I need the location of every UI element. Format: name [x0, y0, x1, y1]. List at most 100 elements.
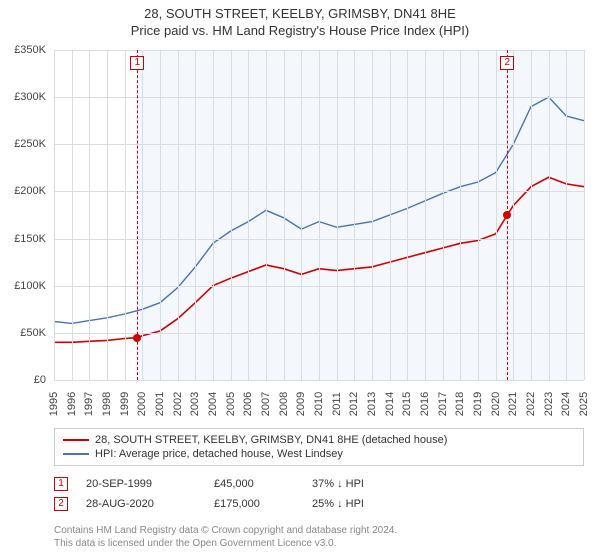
x-tick-label: 1995 [48, 392, 60, 416]
gridline-v [195, 50, 196, 380]
gridline-v [566, 50, 567, 380]
gridline-v [407, 50, 408, 380]
gridline-v [513, 50, 514, 380]
x-tick-label: 2001 [154, 392, 166, 416]
x-tick-label: 1999 [119, 392, 131, 416]
sale-row-marker: 2 [54, 497, 68, 511]
y-tick-label: £350K [14, 44, 46, 56]
gridline-v [89, 50, 90, 380]
x-tick-label: 2009 [295, 392, 307, 416]
gridline-v [72, 50, 73, 380]
sale-marker-line [137, 50, 138, 380]
legend: 28, SOUTH STREET, KEELBY, GRIMSBY, DN41 … [54, 428, 584, 466]
x-tick-label: 2018 [454, 392, 466, 416]
y-tick-label: £50K [20, 327, 46, 339]
x-tick-label: 2000 [136, 392, 148, 416]
x-axis-labels: 1995199619971998199920002001200220032004… [54, 382, 584, 422]
title-block: 28, SOUTH STREET, KEELBY, GRIMSBY, DN41 … [0, 0, 600, 48]
x-tick-label: 2016 [419, 392, 431, 416]
sale-marker-label: 1 [130, 56, 144, 70]
gridline-v [178, 50, 179, 380]
plot-area: 12 [54, 50, 584, 380]
x-tick-label: 2020 [490, 392, 502, 416]
x-tick-label: 2013 [366, 392, 378, 416]
gridline-v [142, 50, 143, 380]
gridline-v [443, 50, 444, 380]
gridline-v [160, 50, 161, 380]
gridline-v [248, 50, 249, 380]
legend-label: HPI: Average price, detached house, West… [95, 448, 343, 460]
gridline-h [54, 380, 584, 381]
gridline-v [460, 50, 461, 380]
sale-marker-dot [503, 211, 511, 219]
x-tick-label: 2014 [384, 392, 396, 416]
x-tick-label: 1996 [66, 392, 78, 416]
x-tick-label: 2007 [260, 392, 272, 416]
footer: Contains HM Land Registry data © Crown c… [54, 524, 584, 550]
x-tick-label: 2004 [207, 392, 219, 416]
x-tick-label: 2011 [331, 392, 343, 416]
gridline-v [478, 50, 479, 380]
sale-marker-dot [133, 334, 141, 342]
sale-pct-vs-hpi: 37% ↓ HPI [312, 478, 422, 490]
y-tick-label: £100K [14, 280, 46, 292]
chart-container: 28, SOUTH STREET, KEELBY, GRIMSBY, DN41 … [0, 0, 600, 560]
gridline-v [231, 50, 232, 380]
sale-row: 1 20-SEP-1999 £45,000 37% ↓ HPI [54, 474, 584, 494]
legend-swatch [63, 439, 89, 441]
sale-date: 20-SEP-1999 [86, 478, 196, 490]
title-sub: Price paid vs. HM Land Registry's House … [10, 23, 590, 40]
gridline-v [354, 50, 355, 380]
gridline-v [531, 50, 532, 380]
sale-price: £175,000 [214, 498, 294, 510]
legend-row: 28, SOUTH STREET, KEELBY, GRIMSBY, DN41 … [63, 433, 575, 447]
gridline-v [425, 50, 426, 380]
x-tick-label: 2015 [401, 392, 413, 416]
y-tick-label: £0 [34, 374, 46, 386]
y-tick-label: £150K [14, 233, 46, 245]
gridline-v [125, 50, 126, 380]
gridline-v [54, 50, 55, 380]
gridline-v [284, 50, 285, 380]
x-tick-label: 2023 [543, 392, 555, 416]
gridline-v [266, 50, 267, 380]
sale-marker-label: 2 [500, 56, 514, 70]
x-tick-label: 2024 [560, 392, 572, 416]
gridline-v [372, 50, 373, 380]
x-tick-label: 1998 [101, 392, 113, 416]
x-tick-label: 2025 [578, 392, 590, 416]
x-tick-label: 1997 [83, 392, 95, 416]
sale-date: 28-AUG-2020 [86, 498, 196, 510]
x-tick-label: 2002 [172, 392, 184, 416]
legend-label: 28, SOUTH STREET, KEELBY, GRIMSBY, DN41 … [95, 434, 447, 446]
footer-line-2: This data is licensed under the Open Gov… [54, 537, 584, 550]
gridline-v [496, 50, 497, 380]
legend-row: HPI: Average price, detached house, West… [63, 447, 575, 461]
y-tick-label: £200K [14, 185, 46, 197]
y-axis-labels: £0£50K£100K£150K£200K£250K£300K£350K [0, 50, 50, 380]
gridline-v [301, 50, 302, 380]
x-tick-label: 2021 [507, 392, 519, 416]
x-tick-label: 2017 [437, 392, 449, 416]
x-tick-label: 2012 [348, 392, 360, 416]
sale-row: 228-AUG-2020£175,00025% ↓ HPI [54, 494, 584, 514]
gridline-v [584, 50, 585, 380]
gridline-v [107, 50, 108, 380]
gridline-v [337, 50, 338, 380]
sales-table: 1 20-SEP-1999 £45,000 37% ↓ HPI 2 28-AUG-2020… [54, 474, 584, 514]
x-tick-label: 2022 [525, 392, 537, 416]
x-tick-label: 2006 [242, 392, 254, 416]
x-tick-label: 2019 [472, 392, 484, 416]
gridline-v [319, 50, 320, 380]
title-main: 28, SOUTH STREET, KEELBY, GRIMSBY, DN41 … [10, 6, 590, 23]
x-tick-label: 2005 [225, 392, 237, 416]
gridline-v [213, 50, 214, 380]
sale-price: £45,000 [214, 478, 294, 490]
x-tick-label: 2010 [313, 392, 325, 416]
y-tick-label: £300K [14, 91, 46, 103]
sale-row-marker: 1 [54, 477, 68, 491]
legend-swatch [63, 453, 89, 455]
gridline-v [549, 50, 550, 380]
y-tick-label: £250K [14, 138, 46, 150]
gridline-v [390, 50, 391, 380]
